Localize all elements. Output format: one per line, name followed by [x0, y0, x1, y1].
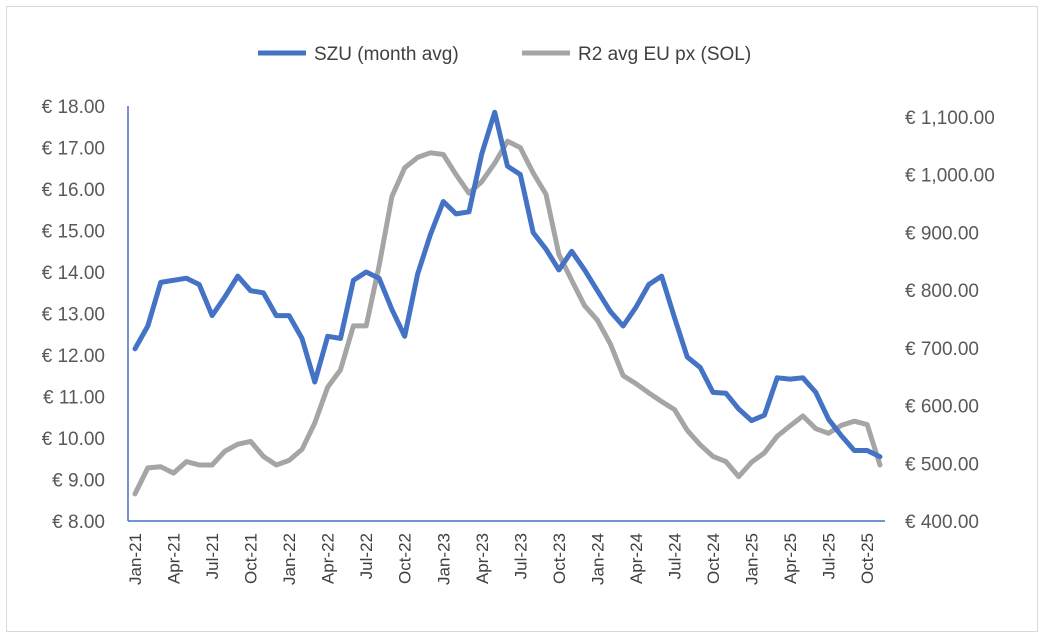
y-left-tick-label: € 17.00 — [42, 139, 105, 160]
y-axis-left: € 8.00 € 9.00 € 10.00 € 11.00 € 12.00 € 13.00… — [42, 97, 105, 533]
x-tick-label: Jul-21 — [203, 533, 222, 579]
x-tick-label: Oct-23 — [550, 533, 569, 584]
x-tick-label: Jul-24 — [665, 533, 684, 579]
x-axis: Jan-21 Apr-21 Jul-21 Oct-21 Jan-22 Apr-22 Jul-… — [126, 106, 885, 585]
y-right-tick-label: € 700.00 — [905, 339, 979, 360]
legend-label-szu: SZU (month avg) — [314, 44, 459, 65]
y-left-tick-label: € 12.00 — [42, 346, 105, 367]
x-tick-label: Jul-23 — [511, 533, 530, 579]
y-right-tick-label: € 500.00 — [905, 454, 979, 475]
y-left-tick-label: € 8.00 — [52, 512, 105, 533]
chart-frame — [6, 6, 1038, 632]
y-left-tick-label: € 13.00 — [42, 305, 105, 326]
x-tick-label: Oct-24 — [704, 533, 723, 584]
y-axis-right: € 400.00 € 500.00 € 600.00 € 700.00 € 800.00… — [905, 108, 995, 533]
y-right-tick-label: € 400.00 — [905, 512, 979, 533]
series-line-szu — [132, 109, 883, 460]
y-right-tick-label: € 1,000.00 — [905, 166, 995, 187]
x-tick-label: Jan-22 — [280, 533, 299, 585]
x-tick-label: Jul-22 — [357, 533, 376, 579]
y-right-tick-label: € 900.00 — [905, 223, 979, 244]
y-right-tick-label: € 800.00 — [905, 281, 979, 302]
y-right-tick-label: € 1,100.00 — [905, 108, 995, 129]
x-tick-label: Apr-25 — [781, 533, 800, 584]
series-line-r2 — [132, 138, 883, 497]
y-left-tick-label: € 16.00 — [42, 180, 105, 201]
legend-label-r2: R2 avg EU px (SOL) — [578, 44, 751, 65]
x-tick-label: Oct-22 — [396, 533, 415, 584]
x-tick-label: Apr-21 — [165, 533, 184, 584]
x-tick-label: Oct-21 — [242, 533, 261, 584]
y-left-tick-label: € 11.00 — [43, 388, 105, 409]
x-tick-label: Jan-25 — [743, 533, 762, 585]
x-tick-label: Jul-25 — [820, 533, 839, 579]
legend: SZU (month avg) R2 avg EU px (SOL) — [258, 44, 751, 65]
x-tick-label: Oct-25 — [858, 533, 877, 584]
y-left-tick-label: € 18.00 — [42, 97, 105, 118]
x-tick-label: Jan-21 — [126, 533, 145, 585]
x-tick-label: Jan-24 — [588, 533, 607, 585]
x-tick-label: Apr-22 — [319, 533, 338, 584]
y-right-tick-label: € 600.00 — [905, 397, 979, 418]
y-left-tick-label: € 14.00 — [42, 263, 105, 284]
y-left-tick-label: € 9.00 — [52, 471, 105, 492]
y-left-tick-label: € 10.00 — [42, 429, 105, 450]
series-lines — [132, 109, 883, 497]
x-tick-label: Apr-24 — [627, 533, 646, 584]
x-tick-label: Apr-23 — [473, 533, 492, 584]
x-tick-label: Jan-23 — [434, 533, 453, 585]
y-left-tick-label: € 15.00 — [42, 222, 105, 243]
